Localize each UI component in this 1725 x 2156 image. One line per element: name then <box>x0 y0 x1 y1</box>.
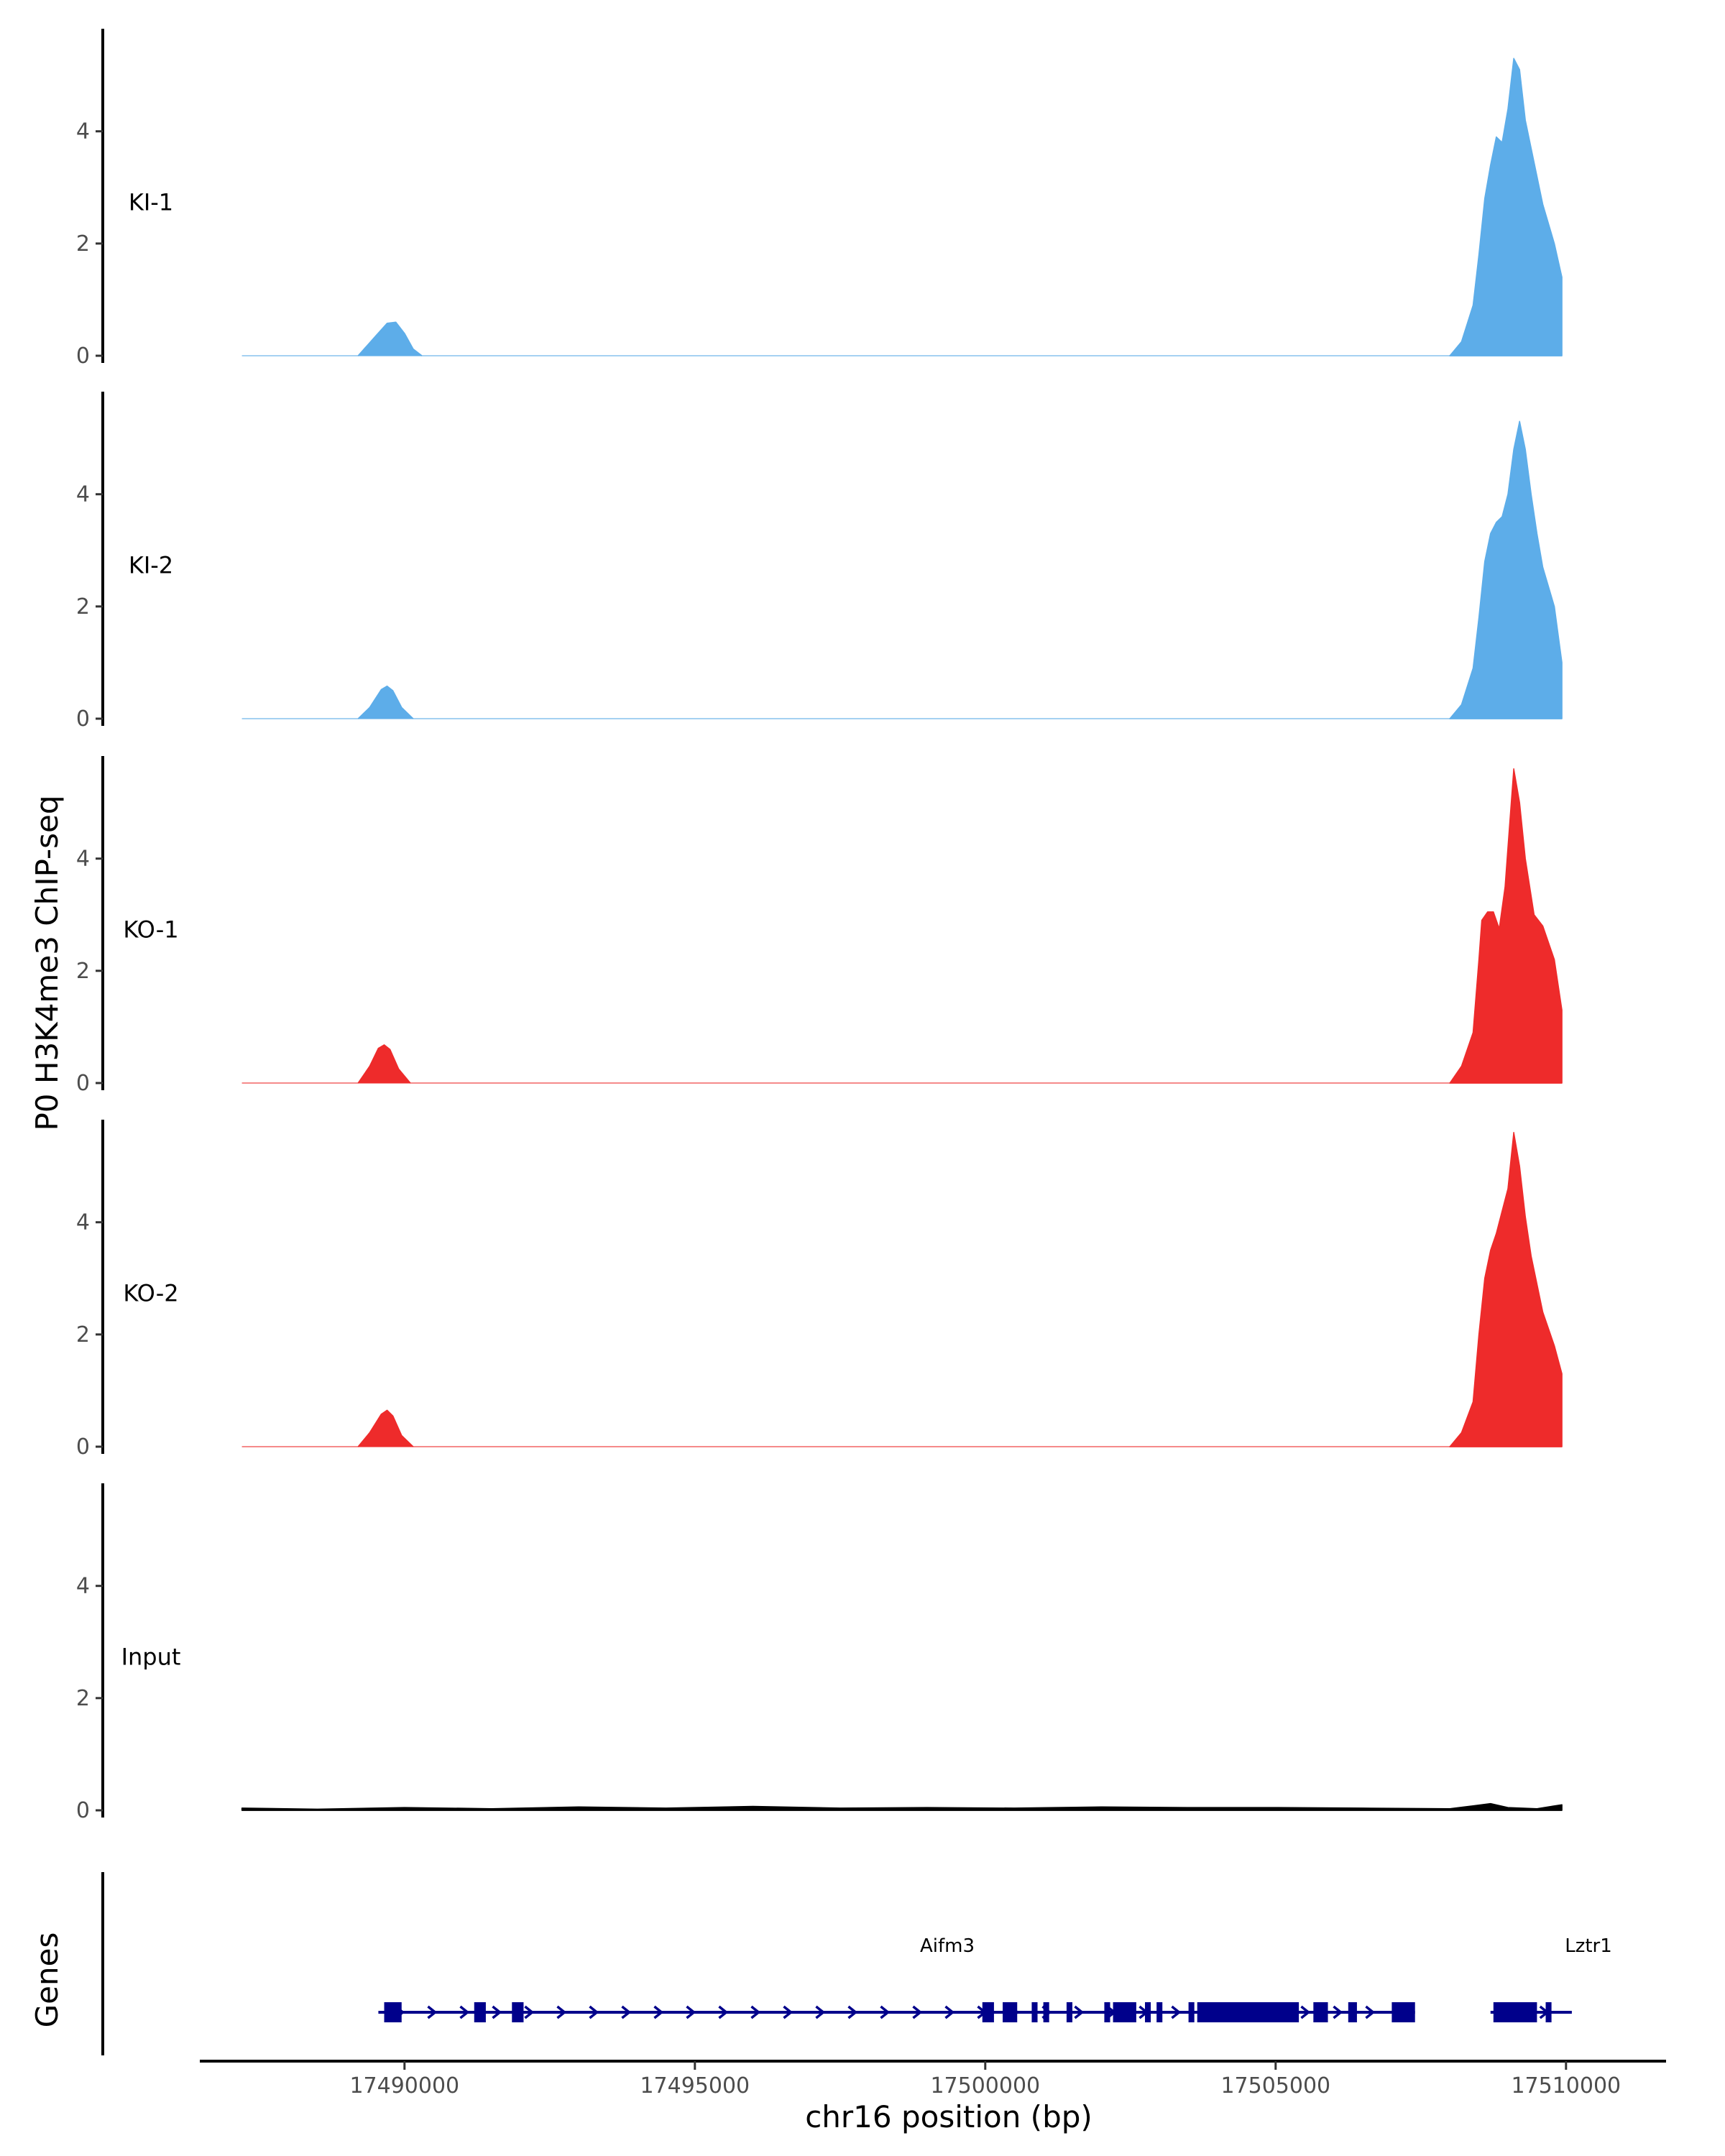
x-axis-title: chr16 position (bp) <box>805 2099 1092 2134</box>
track-label: Input <box>121 1644 181 1671</box>
track-ki-1: 0 2 4 KI-1 <box>76 29 1563 369</box>
y-axis-title: P0 H3K4me3 ChIP-seq <box>29 795 65 1130</box>
strand-arrow <box>589 2005 599 2019</box>
track-label: KI-2 <box>129 552 173 579</box>
track-input: 0 2 4 Input <box>76 1483 1563 1823</box>
strand-arrow <box>427 2005 438 2019</box>
y-tick-label: 2 <box>76 959 90 984</box>
gene-exon <box>1545 2002 1552 2022</box>
y-tick-label: 0 <box>76 344 90 369</box>
y-tick-label: 0 <box>76 1798 90 1823</box>
strand-arrow <box>912 2005 923 2019</box>
strand-arrow <box>815 2005 826 2019</box>
strand-arrow <box>1300 2005 1311 2019</box>
gene-label: Lztr1 <box>1565 1935 1612 1957</box>
y-tick-label: 0 <box>76 706 90 732</box>
y-tick-label: 4 <box>76 1210 90 1235</box>
x-tick-label: 17510000 <box>1511 2073 1621 2099</box>
genes-layer: Aifm3 Lztr1 <box>101 1872 1612 2055</box>
x-tick-label: 17505000 <box>1220 2073 1330 2099</box>
strand-arrow <box>556 2005 567 2019</box>
gene-exon <box>1113 2002 1136 2022</box>
y-tick-label: 2 <box>76 1322 90 1348</box>
track-label: KO-2 <box>123 1280 178 1307</box>
strand-arrow <box>621 2005 632 2019</box>
gene-exon <box>1043 2002 1049 2022</box>
y-tick-label: 0 <box>76 1434 90 1460</box>
strand-arrow <box>1171 2005 1182 2019</box>
y-tick-label: 4 <box>76 1574 90 1599</box>
x-tick-label: 17500000 <box>930 2073 1040 2099</box>
gene-exon <box>1145 2002 1151 2022</box>
genes-axis-title: Genes <box>29 1932 65 2028</box>
track-label: KI-1 <box>129 189 173 216</box>
strand-arrow <box>1074 2005 1085 2019</box>
strand-arrow <box>880 2005 891 2019</box>
gene-exon <box>512 2002 524 2022</box>
strand-arrow <box>653 2005 664 2019</box>
strand-arrow <box>492 2005 502 2019</box>
gene-exon <box>1156 2002 1163 2022</box>
gene-exon <box>1188 2002 1195 2022</box>
y-tick-label: 2 <box>76 1686 90 1711</box>
gene-label: Aifm3 <box>920 1935 975 1957</box>
gene-exon <box>1197 2002 1300 2022</box>
gene-exon <box>1066 2002 1072 2022</box>
signal-area <box>241 1802 1563 1811</box>
gene-exon <box>982 2002 994 2022</box>
gene-aifm3: Aifm3 <box>378 1935 1415 2022</box>
strand-arrow <box>1333 2005 1343 2019</box>
y-tick-label: 0 <box>76 1071 90 1096</box>
gene-exon <box>1003 2002 1018 2022</box>
signal-area <box>357 57 1563 356</box>
track-ki-2: 0 2 4 KI-2 <box>76 392 1563 732</box>
track-ko-1: 0 2 4 KO-1 <box>76 756 1563 1096</box>
strand-arrow <box>750 2005 761 2019</box>
gene-exon <box>474 2002 486 2022</box>
strand-arrow <box>1365 2005 1376 2019</box>
y-tick-label: 2 <box>76 231 90 257</box>
track-label: KO-1 <box>123 916 178 944</box>
strand-arrow <box>686 2005 696 2019</box>
x-axis: 17490000 17495000 17500000 17505000 17510000 <box>200 2060 1666 2099</box>
gene-exon <box>1348 2002 1357 2022</box>
strand-arrow <box>847 2005 858 2019</box>
y-tick-label: 4 <box>76 119 90 144</box>
x-tick-label: 17495000 <box>640 2073 750 2099</box>
gene-exon <box>1392 2002 1415 2022</box>
signal-area <box>357 1132 1563 1447</box>
y-tick-label: 2 <box>76 594 90 619</box>
gene-lztr1: Lztr1 <box>1490 1935 1612 2022</box>
track-ko-2: 0 2 4 KO-2 <box>76 1120 1563 1460</box>
x-tick-label: 17490000 <box>349 2073 459 2099</box>
strand-arrow <box>524 2005 535 2019</box>
tracks-layer: 0 2 4 KI-1 0 2 4 KI-2 0 2 4 KO-1 0 2 4 KO-2 0 2 4 Input <box>76 29 1563 1823</box>
gene-exon <box>1313 2002 1328 2022</box>
strand-arrow <box>944 2005 955 2019</box>
strand-arrow <box>459 2005 470 2019</box>
gene-exon <box>384 2002 402 2022</box>
gene-exon <box>1031 2002 1038 2022</box>
y-tick-label: 4 <box>76 847 90 872</box>
gene-exon <box>1104 2002 1110 2022</box>
strand-arrow <box>718 2005 729 2019</box>
signal-area <box>357 420 1563 719</box>
signal-area <box>357 768 1563 1084</box>
y-tick-label: 4 <box>76 482 90 507</box>
gene-exon <box>1493 2002 1537 2022</box>
strand-arrow <box>783 2005 794 2019</box>
